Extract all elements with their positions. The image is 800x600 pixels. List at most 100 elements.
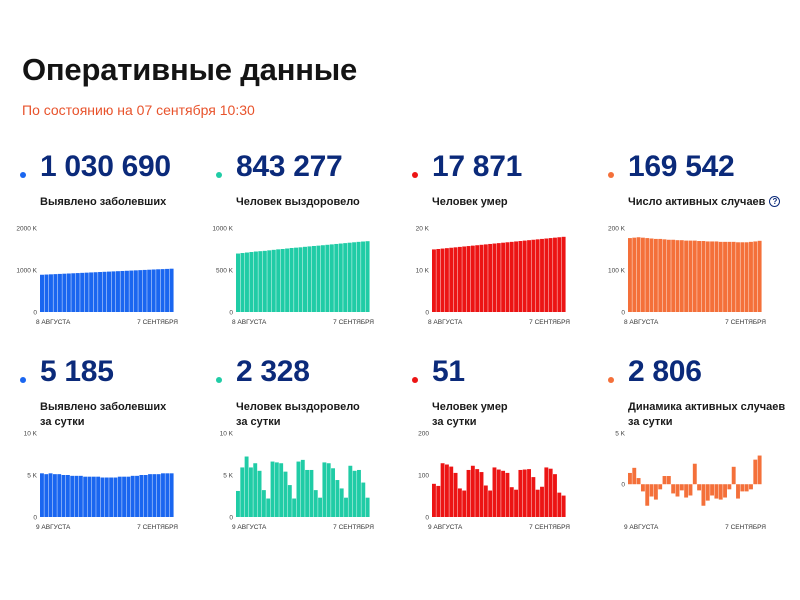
chart-bar[interactable] bbox=[553, 474, 557, 517]
chart-bar[interactable] bbox=[514, 241, 519, 312]
chart-bar[interactable] bbox=[292, 498, 297, 517]
chart-bar[interactable] bbox=[488, 243, 493, 312]
chart-bar[interactable] bbox=[74, 475, 79, 517]
chart-bar[interactable] bbox=[249, 252, 254, 312]
chart-bar[interactable] bbox=[514, 489, 519, 517]
chart-bar[interactable] bbox=[522, 469, 527, 517]
chart-bar[interactable] bbox=[279, 463, 284, 517]
chart-bar[interactable] bbox=[731, 241, 736, 312]
chart-bar[interactable] bbox=[148, 474, 152, 517]
chart-bar[interactable] bbox=[675, 484, 680, 497]
chart-bar[interactable] bbox=[338, 243, 343, 312]
chart-bar[interactable] bbox=[723, 484, 727, 498]
chart-bar[interactable] bbox=[244, 252, 249, 312]
chart-bar[interactable] bbox=[640, 237, 645, 312]
chart-bar[interactable] bbox=[62, 273, 67, 312]
chart-bar[interactable] bbox=[261, 490, 266, 517]
chart-bar[interactable] bbox=[710, 484, 715, 496]
chart-bar[interactable] bbox=[636, 237, 641, 312]
chart-bar[interactable] bbox=[138, 270, 143, 312]
chart-bar[interactable] bbox=[628, 472, 632, 485]
chart-bar[interactable] bbox=[320, 245, 325, 312]
chart-bar[interactable] bbox=[100, 477, 105, 517]
chart-bar[interactable] bbox=[361, 482, 366, 517]
chart-bar[interactable] bbox=[736, 242, 740, 312]
chart-bar[interactable] bbox=[553, 237, 557, 312]
chart-bar[interactable] bbox=[57, 474, 62, 517]
chart-bar[interactable] bbox=[527, 240, 531, 312]
chart-bar[interactable] bbox=[266, 498, 271, 517]
chart-bar[interactable] bbox=[344, 497, 348, 517]
chart-bar[interactable] bbox=[152, 474, 157, 517]
chart-bar[interactable] bbox=[496, 243, 501, 312]
chart-bar[interactable] bbox=[561, 236, 566, 312]
chart-bar[interactable] bbox=[701, 241, 706, 312]
chart-bar[interactable] bbox=[280, 249, 285, 312]
chart-bar[interactable] bbox=[705, 241, 710, 312]
help-icon[interactable]: ? bbox=[769, 196, 781, 207]
chart-bar[interactable] bbox=[697, 484, 702, 491]
chart-bar[interactable] bbox=[61, 475, 66, 517]
chart-bar[interactable] bbox=[107, 271, 112, 312]
chart-bar[interactable] bbox=[347, 242, 352, 312]
chart-bar[interactable] bbox=[161, 473, 165, 517]
chart-bar[interactable] bbox=[697, 241, 702, 312]
chart-bar[interactable] bbox=[96, 476, 101, 517]
chart-bar[interactable] bbox=[466, 246, 471, 312]
chart-bar[interactable] bbox=[440, 248, 445, 312]
chart-bar[interactable] bbox=[130, 475, 135, 517]
chart-bar[interactable] bbox=[298, 247, 303, 312]
chart-bar[interactable] bbox=[457, 246, 462, 312]
chart-bar[interactable] bbox=[653, 238, 658, 312]
chart-bar[interactable] bbox=[462, 490, 467, 517]
chart-bar[interactable] bbox=[675, 240, 680, 312]
chart-bar[interactable] bbox=[139, 475, 144, 517]
chart-bar[interactable] bbox=[352, 470, 357, 517]
chart-bar[interactable] bbox=[440, 463, 445, 517]
chart-bar[interactable] bbox=[122, 476, 127, 517]
chart-bar[interactable] bbox=[453, 247, 458, 312]
chart-bar[interactable] bbox=[303, 246, 308, 312]
chart-bar[interactable] bbox=[432, 249, 436, 312]
chart-bar[interactable] bbox=[749, 241, 753, 312]
chart-bar[interactable] bbox=[479, 244, 484, 312]
chart-bar[interactable] bbox=[731, 466, 736, 485]
chart-bar[interactable] bbox=[488, 490, 493, 517]
chart-bar[interactable] bbox=[365, 497, 370, 517]
chart-bar[interactable] bbox=[757, 240, 762, 312]
chart-bar[interactable] bbox=[165, 268, 170, 312]
chart-bar[interactable] bbox=[93, 272, 98, 312]
chart-bar[interactable] bbox=[165, 473, 170, 517]
chart-bar[interactable] bbox=[449, 247, 454, 312]
chart-bar[interactable] bbox=[53, 274, 58, 312]
chart-bar[interactable] bbox=[535, 239, 540, 312]
chart-bar[interactable] bbox=[334, 243, 339, 312]
chart-bar[interactable] bbox=[501, 242, 506, 312]
chart-bar[interactable] bbox=[462, 246, 467, 312]
chart-bar[interactable] bbox=[44, 474, 49, 517]
chart-bar[interactable] bbox=[701, 484, 706, 506]
chart-bar[interactable] bbox=[129, 270, 134, 312]
chart-bar[interactable] bbox=[671, 239, 676, 312]
chart-bar[interactable] bbox=[44, 274, 49, 312]
chart-bar[interactable] bbox=[483, 485, 488, 518]
chart-bar[interactable] bbox=[658, 484, 663, 490]
chart-bar[interactable] bbox=[257, 470, 262, 517]
chart-bar[interactable] bbox=[331, 468, 335, 517]
chart-bar[interactable] bbox=[52, 474, 57, 517]
chart-bar[interactable] bbox=[357, 469, 361, 517]
chart-bar[interactable] bbox=[316, 245, 321, 312]
chart-bar[interactable] bbox=[253, 251, 258, 312]
chart-bar[interactable] bbox=[705, 484, 710, 501]
chart-bar[interactable] bbox=[544, 238, 549, 313]
chart-bar[interactable] bbox=[658, 238, 663, 312]
chart-bar[interactable] bbox=[449, 466, 454, 517]
chart-bar[interactable] bbox=[470, 465, 475, 517]
chart-bar[interactable] bbox=[628, 238, 632, 312]
chart-bar[interactable] bbox=[710, 241, 715, 312]
chart-bar[interactable] bbox=[727, 484, 732, 490]
chart-bar[interactable] bbox=[436, 249, 441, 312]
chart-bar[interactable] bbox=[236, 253, 241, 312]
chart-bar[interactable] bbox=[89, 272, 94, 312]
chart-bar[interactable] bbox=[120, 270, 125, 312]
